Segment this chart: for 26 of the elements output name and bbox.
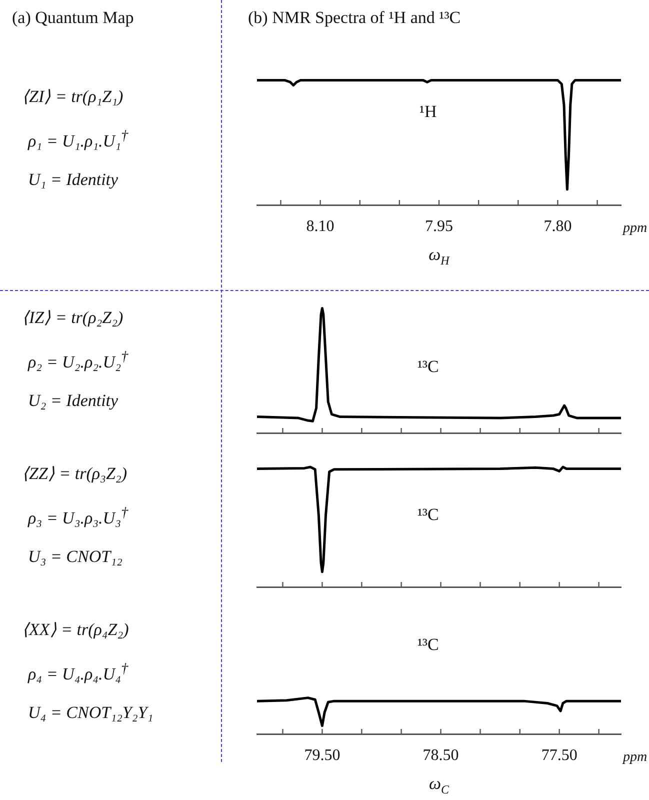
x-tick-label: 77.50 xyxy=(541,746,578,764)
text: U₂ = Identity xyxy=(28,391,118,411)
annotation: ¹³C xyxy=(417,357,439,376)
x-tick-label: 7.80 xyxy=(544,218,572,235)
text: ⟨IZ⟩ = tr(ρ₂Z₂) xyxy=(22,307,124,328)
text: ¹³C xyxy=(417,635,439,654)
text: ppm xyxy=(622,221,648,236)
text: ρ₂ = U₂.ρ₂.U₂$^{†}$ xyxy=(28,349,128,373)
x-tick-label: 79.50 xyxy=(304,746,340,764)
x-tick-label: 78.50 xyxy=(422,746,459,764)
annotation: ¹³C xyxy=(417,505,439,524)
text: (a) Quantum Map xyxy=(12,8,134,28)
x-tick-label: 8.10 xyxy=(306,218,334,235)
text: ρ₃ = U₃.ρ₃.U₃$^{†}$ xyxy=(28,505,128,529)
text: ρ₁ = U₁.ρ₁.U₁$^{†}$ xyxy=(28,128,128,152)
text: ⟨ZI⟩ = tr(ρ₁Z₁) xyxy=(22,86,124,107)
chart-title: (b) NMR Spectra of ¹H and ¹³C xyxy=(248,8,461,28)
text: ⟨ZZ⟩ = tr(ρ₃Z₂) xyxy=(22,463,127,484)
annotation: ¹H xyxy=(419,102,437,121)
text: U₃ = CNOT₁₂ xyxy=(28,547,122,567)
text: U₁ = Identity xyxy=(28,170,118,190)
text: U₄ = CNOT₁₂Y₂Y₁ xyxy=(28,703,154,723)
text: ρ₄ = U₄.ρ₄.U₄$^{†}$ xyxy=(28,661,128,685)
text: ⟨XX⟩ = tr(ρ₄Z₂) xyxy=(22,619,129,640)
text: ppm xyxy=(622,750,648,765)
x-tick-label: 7.95 xyxy=(425,218,453,235)
